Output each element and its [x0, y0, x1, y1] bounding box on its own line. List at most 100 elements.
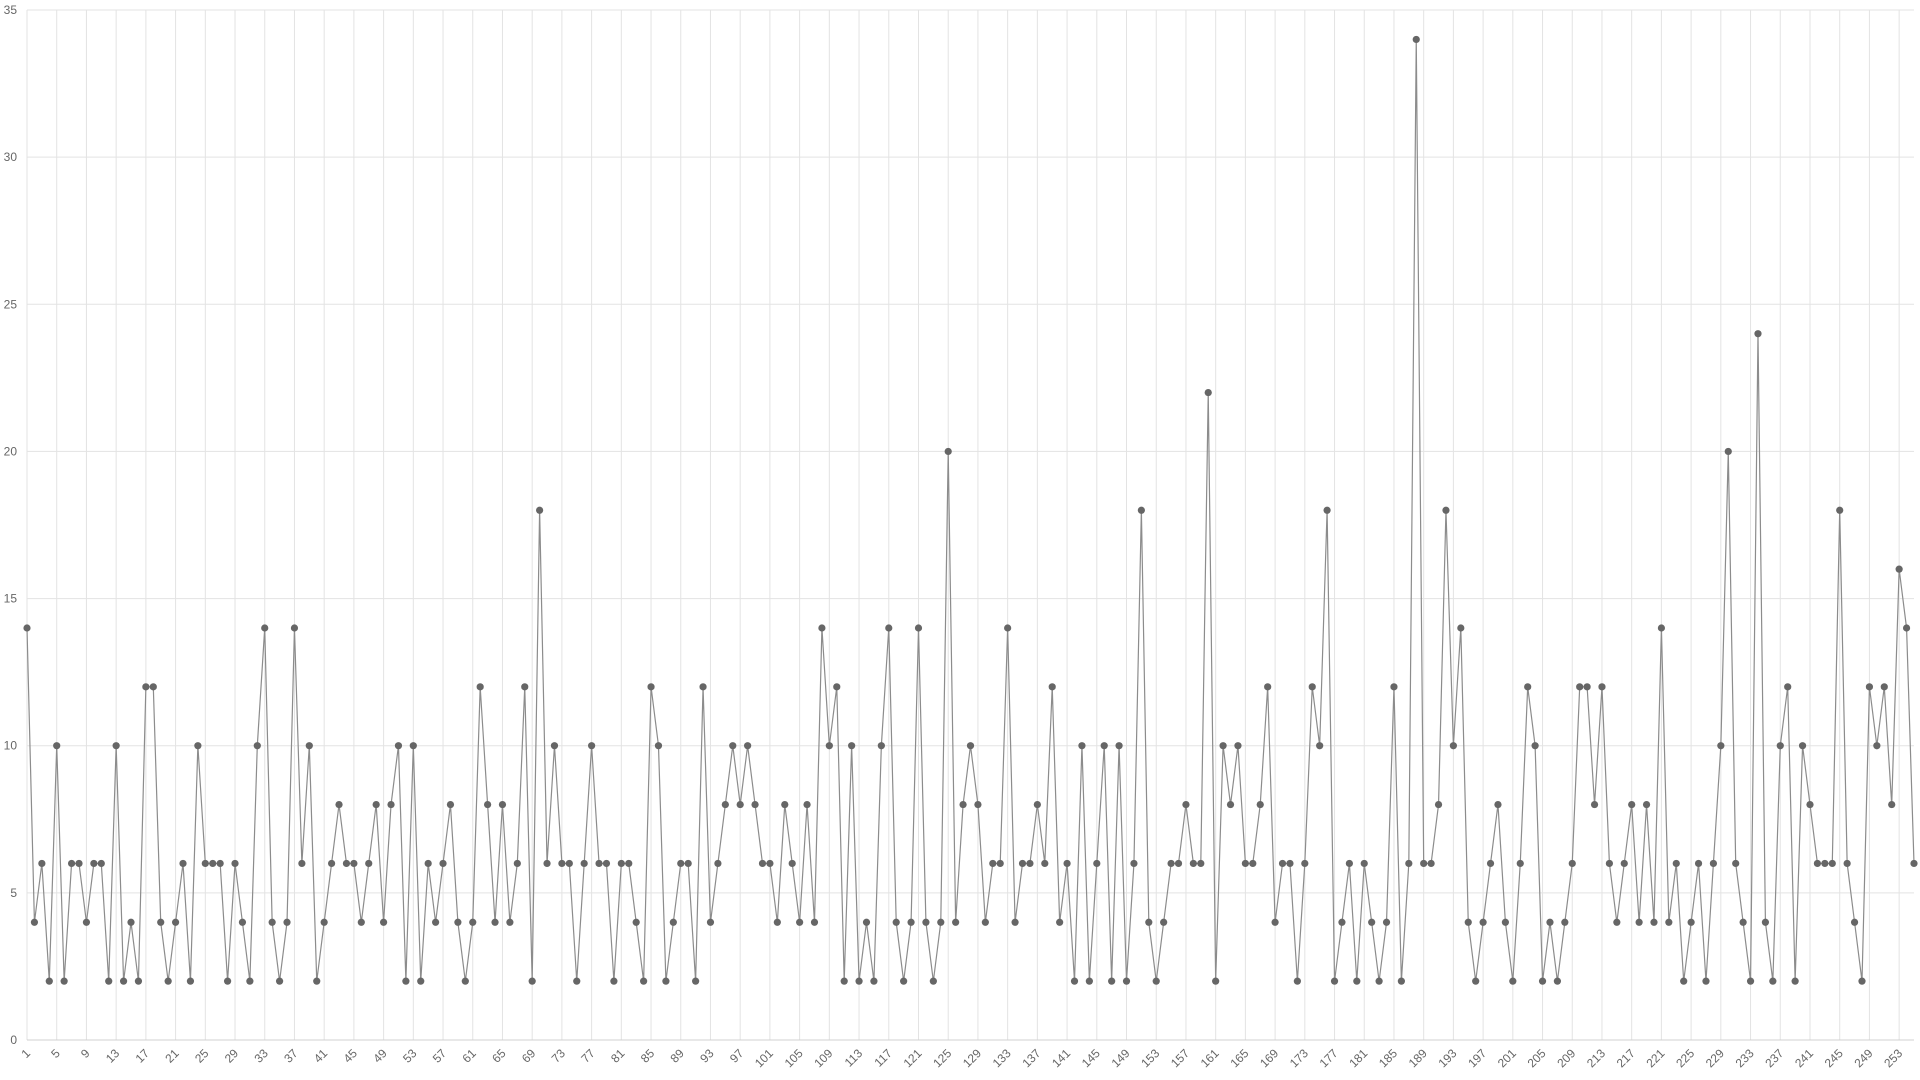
x-tick-label: 165 — [1227, 1046, 1251, 1070]
data-point — [1226, 800, 1235, 809]
data-point — [484, 800, 492, 809]
data-point — [1538, 977, 1547, 985]
data-point — [1850, 918, 1859, 926]
data-point — [885, 624, 893, 632]
x-tick-label: 237 — [1762, 1046, 1786, 1070]
data-point — [357, 918, 365, 926]
data-point — [1271, 918, 1279, 926]
data-point — [937, 918, 945, 926]
data-point — [996, 859, 1004, 868]
data-point — [632, 918, 640, 926]
data-point — [1212, 977, 1220, 985]
data-point — [766, 859, 774, 868]
x-tick-label: 77 — [578, 1046, 598, 1066]
data-point — [974, 800, 982, 809]
data-point — [1115, 742, 1123, 750]
data-point — [677, 859, 685, 868]
data-point — [914, 624, 923, 632]
data-point — [417, 977, 425, 985]
data-point — [45, 977, 53, 985]
x-tick-label: 49 — [370, 1046, 390, 1066]
data-point — [840, 977, 848, 985]
data-point — [1085, 977, 1093, 985]
x-tick-label: 177 — [1317, 1046, 1341, 1070]
data-point — [1122, 977, 1131, 985]
data-point — [1278, 859, 1287, 868]
data-point — [1353, 977, 1361, 985]
data-point — [1293, 977, 1301, 985]
data-point — [1464, 918, 1472, 926]
x-tick-label: 9 — [78, 1046, 93, 1061]
data-point — [216, 859, 224, 868]
data-point — [1798, 742, 1807, 750]
data-point — [1412, 35, 1420, 44]
x-tick-label: 217 — [1614, 1046, 1638, 1070]
data-point — [1650, 918, 1658, 926]
data-point — [469, 918, 477, 926]
data-point — [365, 859, 373, 868]
data-point — [157, 918, 165, 926]
data-point — [781, 800, 789, 809]
data-point — [1516, 859, 1524, 868]
x-tick-label: 73 — [549, 1046, 569, 1066]
x-tick-label: 1 — [18, 1046, 33, 1061]
data-point — [684, 859, 692, 868]
data-point — [394, 742, 403, 750]
x-tick-label: 61 — [460, 1046, 480, 1066]
data-point — [1583, 683, 1591, 691]
data-point — [201, 859, 209, 868]
x-tick-label: 33 — [252, 1046, 272, 1066]
data-point — [1836, 506, 1844, 514]
data-point — [1635, 918, 1643, 926]
data-point — [1709, 859, 1718, 868]
x-tick-label: 189 — [1406, 1046, 1430, 1070]
x-tick-label: 13 — [103, 1046, 123, 1066]
data-point — [491, 918, 499, 926]
data-point — [164, 977, 172, 985]
data-point — [246, 977, 254, 985]
data-point — [855, 977, 863, 985]
x-tick-label: 197 — [1465, 1046, 1489, 1070]
data-point — [1420, 859, 1428, 868]
data-point — [1189, 859, 1197, 868]
data-point — [1553, 977, 1562, 985]
x-tick-label: 213 — [1584, 1046, 1608, 1070]
data-point — [1642, 800, 1651, 809]
x-tick-label: 149 — [1109, 1046, 1133, 1070]
y-tick-label: 35 — [4, 3, 18, 17]
data-point — [275, 977, 284, 985]
x-tick-label: 249 — [1851, 1046, 1875, 1070]
data-point — [194, 742, 202, 750]
data-point — [1056, 918, 1064, 926]
data-point — [342, 859, 351, 868]
data-point — [372, 800, 380, 809]
data-point — [810, 918, 819, 926]
data-point — [1442, 506, 1450, 514]
x-tick-label: 185 — [1376, 1046, 1400, 1070]
data-point — [1249, 859, 1257, 868]
data-point — [1657, 624, 1666, 632]
data-point — [989, 859, 997, 868]
data-point — [558, 859, 566, 868]
data-point — [729, 742, 737, 750]
x-tick-label: 253 — [1881, 1046, 1905, 1070]
data-point — [439, 859, 447, 868]
data-point — [1895, 565, 1903, 573]
data-point — [1806, 800, 1814, 809]
y-tick-label: 10 — [4, 739, 18, 753]
data-point — [179, 859, 187, 868]
data-point — [223, 977, 232, 985]
data-point — [803, 800, 811, 809]
data-point — [1479, 918, 1487, 926]
data-point — [1576, 683, 1584, 691]
data-point — [105, 977, 113, 985]
data-point — [1368, 918, 1376, 926]
x-tick-label: 117 — [871, 1046, 895, 1070]
data-point — [506, 918, 514, 926]
data-point — [1026, 859, 1034, 868]
data-point — [1449, 742, 1457, 750]
data-point — [379, 918, 388, 926]
data-point — [1152, 977, 1160, 985]
data-point — [1598, 683, 1606, 691]
y-tick-label: 30 — [4, 150, 18, 164]
